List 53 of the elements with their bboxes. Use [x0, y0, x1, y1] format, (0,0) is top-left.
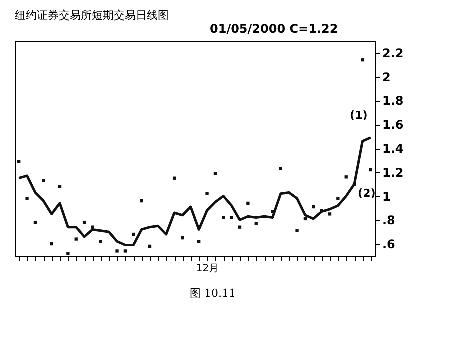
- point: [254, 222, 258, 226]
- point: [206, 192, 209, 196]
- point: [222, 216, 226, 220]
- point: [304, 217, 308, 221]
- point: [238, 226, 242, 229]
- point: [58, 185, 62, 188]
- point: [214, 172, 218, 176]
- point: [361, 58, 364, 62]
- chart-title: 纽约证券交易所短期交易日线图: [15, 9, 169, 22]
- point: [50, 242, 54, 246]
- point: [91, 226, 94, 229]
- point: [172, 176, 176, 180]
- text: 01/05/2000 C=1.22: [210, 22, 338, 36]
- point: [328, 212, 332, 216]
- point: [352, 182, 356, 186]
- point: [26, 197, 29, 200]
- y-tick-label: 1.8: [382, 94, 404, 108]
- point: [42, 179, 46, 182]
- y-tick-label: 1.2: [382, 166, 404, 180]
- caption: 图 10.11: [190, 287, 236, 300]
- point: [82, 220, 86, 224]
- point: [116, 250, 119, 253]
- point: [132, 232, 136, 236]
- y-tick-label: 2.2: [382, 46, 404, 60]
- y-tick-label: .8: [382, 214, 396, 228]
- point: [74, 238, 78, 241]
- annotation: (2): [358, 187, 376, 200]
- point: [34, 220, 38, 224]
- point: [271, 210, 274, 214]
- point: [246, 202, 250, 206]
- y-tick-label: 1.4: [382, 142, 404, 156]
- point: [296, 229, 299, 232]
- point: [99, 240, 102, 244]
- point: [66, 252, 70, 256]
- point: [230, 216, 234, 220]
- x-tick-label: 12月: [196, 264, 220, 274]
- y-tick-label: 1: [382, 190, 391, 204]
- point: [124, 250, 128, 253]
- point: [181, 236, 184, 240]
- point: [369, 168, 372, 172]
- point: [18, 160, 21, 164]
- y-tick-label: 2: [382, 70, 391, 84]
- point: [279, 167, 282, 170]
- y-tick-label: 1.6: [382, 118, 404, 132]
- point: [312, 205, 316, 209]
- point: [148, 244, 152, 248]
- annotation: (1): [350, 108, 368, 122]
- point: [198, 240, 201, 244]
- point: [336, 197, 340, 200]
- point: [320, 209, 324, 212]
- y-tick-label: .6: [382, 238, 396, 252]
- point: [140, 199, 144, 203]
- point: [344, 176, 348, 179]
